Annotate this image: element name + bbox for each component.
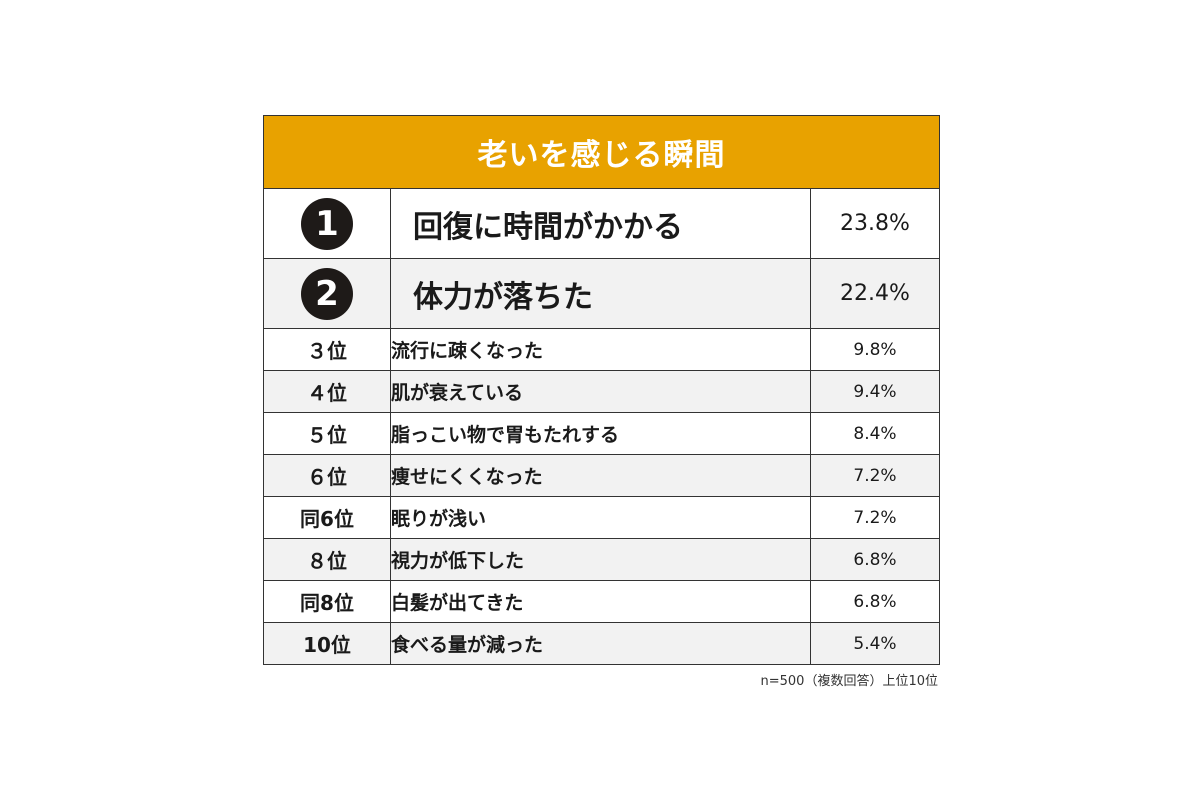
rank-cell: ６位 xyxy=(263,454,391,497)
percent-value: 22.4% xyxy=(810,258,940,329)
item-label: 食べる量が減った xyxy=(390,622,811,665)
table-row: 1 回復に時間がかかる 23.8% xyxy=(263,188,940,259)
table-row: 10位 食べる量が減った 5.4% xyxy=(263,622,940,665)
table-body: 1 回復に時間がかかる 23.8% 2 体力が落ちた 22.4% ３位 流行に疎くなった 9.8… xyxy=(263,188,940,665)
table-row: ８位 視力が低下した 6.8% xyxy=(263,538,940,581)
item-label: 白髪が出てきた xyxy=(390,580,811,623)
rank-cell: ４位 xyxy=(263,370,391,413)
table-row: ３位 流行に疎くなった 9.8% xyxy=(263,328,940,371)
item-label: 肌が衰えている xyxy=(390,370,811,413)
percent-value: 9.4% xyxy=(810,370,940,413)
item-label: 流行に疎くなった xyxy=(390,328,811,371)
rank-badge: 2 xyxy=(301,267,353,320)
ranking-table: 老いを感じる瞬間 1 回復に時間がかかる 23.8% 2 体力が落ちた 22.4% ３位 流行… xyxy=(263,115,940,665)
percent-value: 8.4% xyxy=(810,412,940,455)
chart-title: 老いを感じる瞬間 xyxy=(263,115,940,189)
rank-label: ４位 xyxy=(307,381,347,405)
percent-value: 7.2% xyxy=(810,454,940,497)
rank-cell: 1 xyxy=(263,188,391,259)
table-row: ６位 痩せにくくなった 7.2% xyxy=(263,454,940,497)
rank-label: ８位 xyxy=(307,549,347,573)
rank-badge: 1 xyxy=(301,197,353,250)
item-label: 眠りが浅い xyxy=(390,496,811,539)
table-row: ４位 肌が衰えている 9.4% xyxy=(263,370,940,413)
percent-value: 7.2% xyxy=(810,496,940,539)
rank-cell: 10位 xyxy=(263,622,391,665)
table-row: 2 体力が落ちた 22.4% xyxy=(263,258,940,329)
rank-label: ６位 xyxy=(307,465,347,489)
percent-value: 6.8% xyxy=(810,538,940,581)
rank-cell: 同8位 xyxy=(263,580,391,623)
table-row: ５位 脂っこい物で胃もたれする 8.4% xyxy=(263,412,940,455)
item-label: 体力が落ちた xyxy=(390,258,811,329)
rank-label: 10位 xyxy=(303,633,351,657)
rank-cell: 2 xyxy=(263,258,391,329)
rank-label: ３位 xyxy=(307,339,347,363)
rank-label: 同8位 xyxy=(300,591,354,615)
rank-cell: 同6位 xyxy=(263,496,391,539)
item-label: 視力が低下した xyxy=(390,538,811,581)
footnote: n=500（複数回答）上位10位 xyxy=(760,674,939,689)
percent-value: 23.8% xyxy=(810,188,940,259)
percent-value: 6.8% xyxy=(810,580,940,623)
table-row: 同6位 眠りが浅い 7.2% xyxy=(263,496,940,539)
percent-value: 9.8% xyxy=(810,328,940,371)
rank-cell: ３位 xyxy=(263,328,391,371)
table-row: 同8位 白髪が出てきた 6.8% xyxy=(263,580,940,623)
item-label: 脂っこい物で胃もたれする xyxy=(390,412,811,455)
rank-label: ５位 xyxy=(307,423,347,447)
rank-cell: ５位 xyxy=(263,412,391,455)
item-label: 痩せにくくなった xyxy=(390,454,811,497)
rank-cell: ８位 xyxy=(263,538,391,581)
rank-label: 同6位 xyxy=(300,507,354,531)
percent-value: 5.4% xyxy=(810,622,940,665)
item-label: 回復に時間がかかる xyxy=(390,188,811,259)
